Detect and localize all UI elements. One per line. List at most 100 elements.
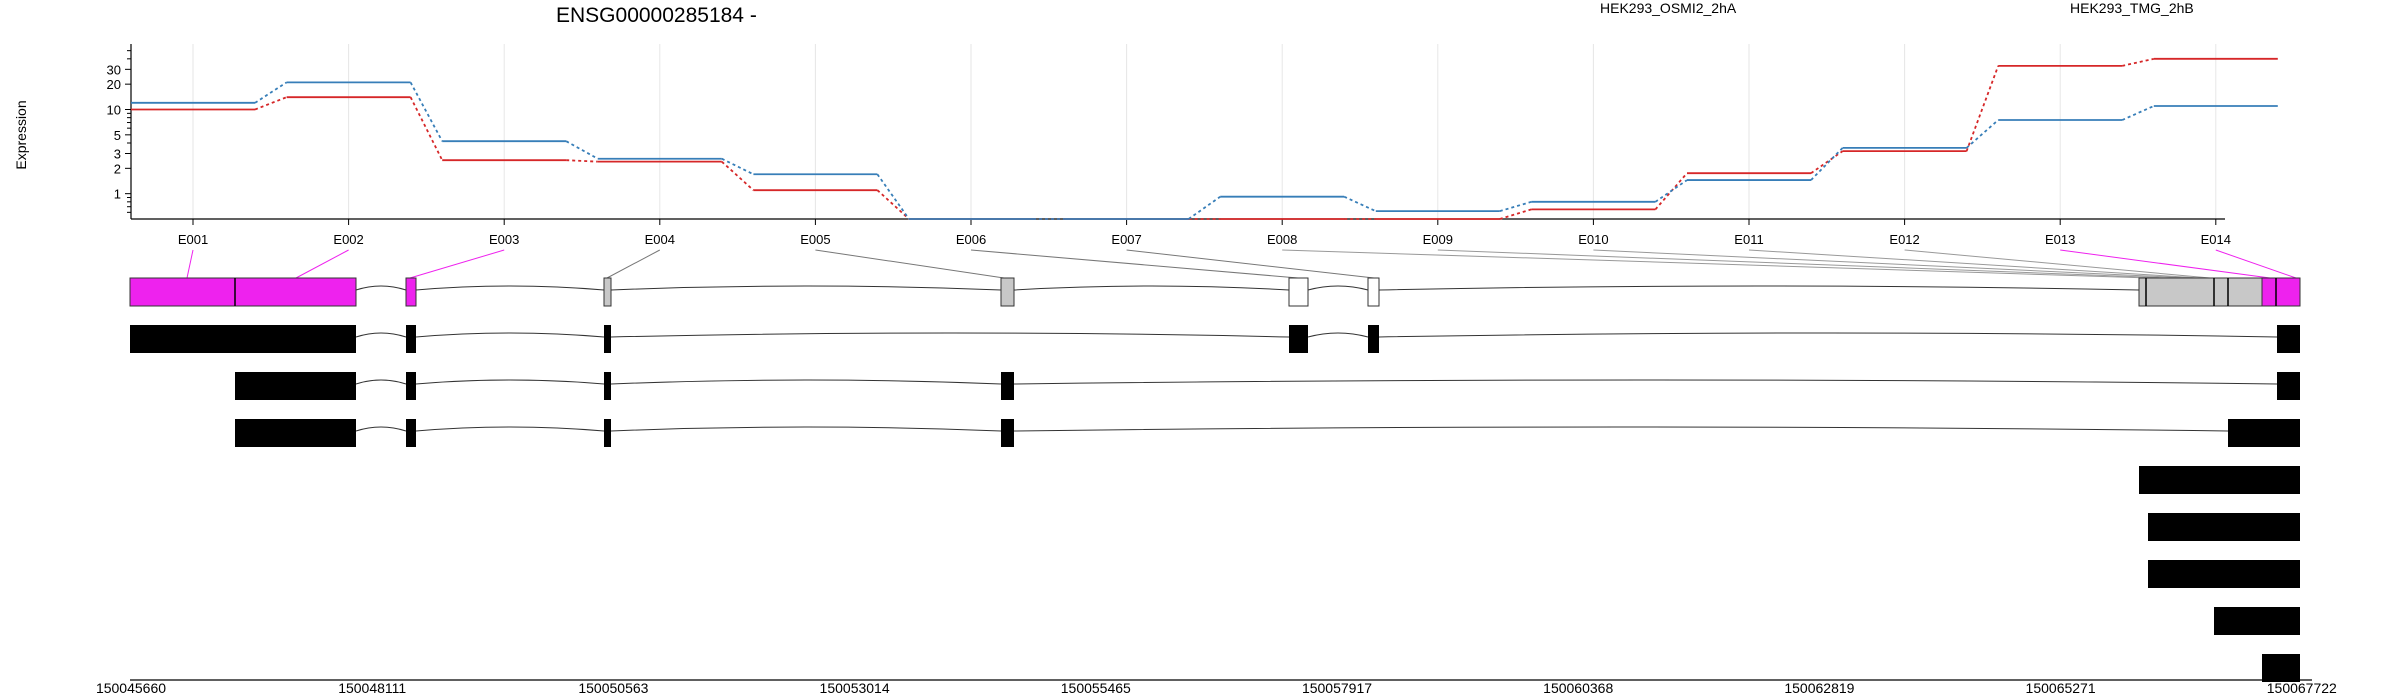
legend-entry-series-1: HEK293_OSMI2_2hA — [1600, 0, 1737, 16]
series-1-connector — [566, 159, 598, 163]
gene-exon-block — [1000, 277, 1015, 307]
exon-connector-e004 — [606, 249, 661, 279]
exon-connector-e010 — [1593, 249, 2191, 279]
transcript-8 — [2262, 654, 2300, 682]
series-2-connector — [1188, 195, 1221, 220]
coordinate-label: 150050563 — [578, 680, 648, 696]
y-tick-label: 10 — [107, 102, 121, 117]
y-axis-label: Expression — [13, 100, 29, 169]
series-1-connector — [409, 96, 444, 161]
genomic-coordinate-axis: 150045660 150048111 150050563 150053014 1500… — [96, 679, 2337, 696]
x-tick-label-e011: E011 — [1734, 232, 1763, 247]
gene-exon-block — [129, 277, 357, 307]
transcript-4 — [2139, 466, 2300, 494]
gene-exon-block — [2261, 277, 2301, 307]
transcript-7 — [2214, 607, 2300, 635]
chart-title: ENSG00000285184 - — [556, 4, 757, 27]
exon-connector-e013 — [2060, 249, 2271, 279]
transcript-5 — [2148, 513, 2300, 541]
gene-intron — [355, 285, 407, 291]
transcript-exon — [1289, 325, 1308, 353]
gene-intron — [1307, 285, 1369, 291]
series-2-connector — [1343, 195, 1377, 212]
x-tick-label-e001: E001 — [178, 232, 208, 247]
gene-exon-block — [603, 277, 612, 307]
transcript-exon — [1368, 325, 1379, 353]
x-tick-label-e012: E012 — [1889, 232, 1919, 247]
transcript-intron — [1013, 379, 2278, 385]
transcript-exon — [406, 325, 416, 353]
series-1-connector — [721, 160, 755, 191]
gene-exon-block — [2138, 277, 2263, 307]
exon-connector-e009 — [1437, 249, 2171, 279]
transcript-exon — [2214, 607, 2300, 635]
x-tick-label-e005: E005 — [800, 232, 830, 247]
gene-exon-block — [1367, 277, 1380, 307]
x-tick-label-e008: E008 — [1267, 232, 1297, 247]
transcript-exon — [2228, 419, 2300, 447]
transcript-intron — [415, 379, 605, 385]
series-2-connector — [876, 173, 910, 220]
x-tick-label-e002: E002 — [333, 232, 363, 247]
series-2-connector — [565, 140, 599, 160]
transcript-intron — [415, 332, 605, 338]
transcript-exon — [604, 372, 611, 400]
y-tick-label: 3 — [114, 147, 121, 162]
series-1-connector — [876, 189, 910, 220]
gene-model — [129, 277, 2301, 307]
gene-exon-block — [405, 277, 417, 307]
exon-connector-e002 — [295, 249, 349, 279]
exon-connector-e005 — [815, 249, 1005, 279]
x-tick-label-e009: E009 — [1423, 232, 1453, 247]
transcript-exon — [1001, 419, 1014, 447]
x-ticks: E001 E002 E003 E004 E005 E006 E007 E008 E009 E010… — [178, 219, 2231, 247]
transcript-exon — [2148, 513, 2300, 541]
series-2-connector — [409, 81, 443, 142]
transcript-exon — [604, 419, 611, 447]
transcript-intron — [415, 426, 605, 432]
transcript-intron — [610, 332, 1290, 338]
exon-connector-e012 — [1904, 249, 2211, 279]
transcript-exon — [406, 419, 416, 447]
transcript-exon — [1001, 372, 1014, 400]
transcript-1 — [130, 325, 2300, 353]
series-1-connector — [1499, 208, 1532, 220]
x-tick-label-e003: E003 — [489, 232, 519, 247]
exon-connector-e011 — [1748, 249, 2201, 279]
coordinate-label: 150045660 — [96, 680, 166, 696]
transcript-exon — [2148, 560, 2300, 588]
series-1-connector — [2122, 57, 2154, 67]
transcript-exon — [130, 325, 356, 353]
transcript-intron — [355, 332, 407, 338]
x-tick-label-e004: E004 — [645, 232, 675, 247]
transcript-exon — [2277, 325, 2300, 353]
gene-intron — [1378, 285, 2140, 291]
transcript-exon — [2139, 466, 2300, 494]
coordinate-label: 150057917 — [1302, 680, 1372, 696]
transcript-2 — [235, 372, 2300, 400]
coordinate-label: 150065271 — [2026, 680, 2096, 696]
coordinate-label: 150055465 — [1061, 680, 1131, 696]
transcript-exon — [2277, 372, 2300, 400]
exon-connector-e007 — [1126, 249, 1375, 279]
y-tick-label: 2 — [114, 161, 121, 176]
series-2-connector — [1810, 147, 1844, 181]
transcript-intron — [610, 379, 1002, 385]
x-tick-label-e007: E007 — [1111, 232, 1141, 247]
transcript-intron — [1378, 332, 2278, 338]
series-lines — [131, 57, 2278, 220]
transcripts — [130, 325, 2300, 682]
series-2 — [131, 81, 2278, 220]
x-tick-label-e006: E006 — [956, 232, 986, 247]
series-1-connector — [1810, 150, 1844, 174]
exon-connector-e003 — [409, 249, 505, 279]
legend-entry-series-2: HEK293_TMG_2hB — [2070, 0, 2194, 16]
gene-intron — [610, 285, 1002, 291]
x-tick-label-e014: E014 — [2201, 232, 2231, 247]
grid-lines — [192, 44, 2217, 219]
series-1 — [131, 57, 2278, 220]
gene-intron — [415, 285, 605, 291]
series-2-connector — [254, 81, 288, 104]
